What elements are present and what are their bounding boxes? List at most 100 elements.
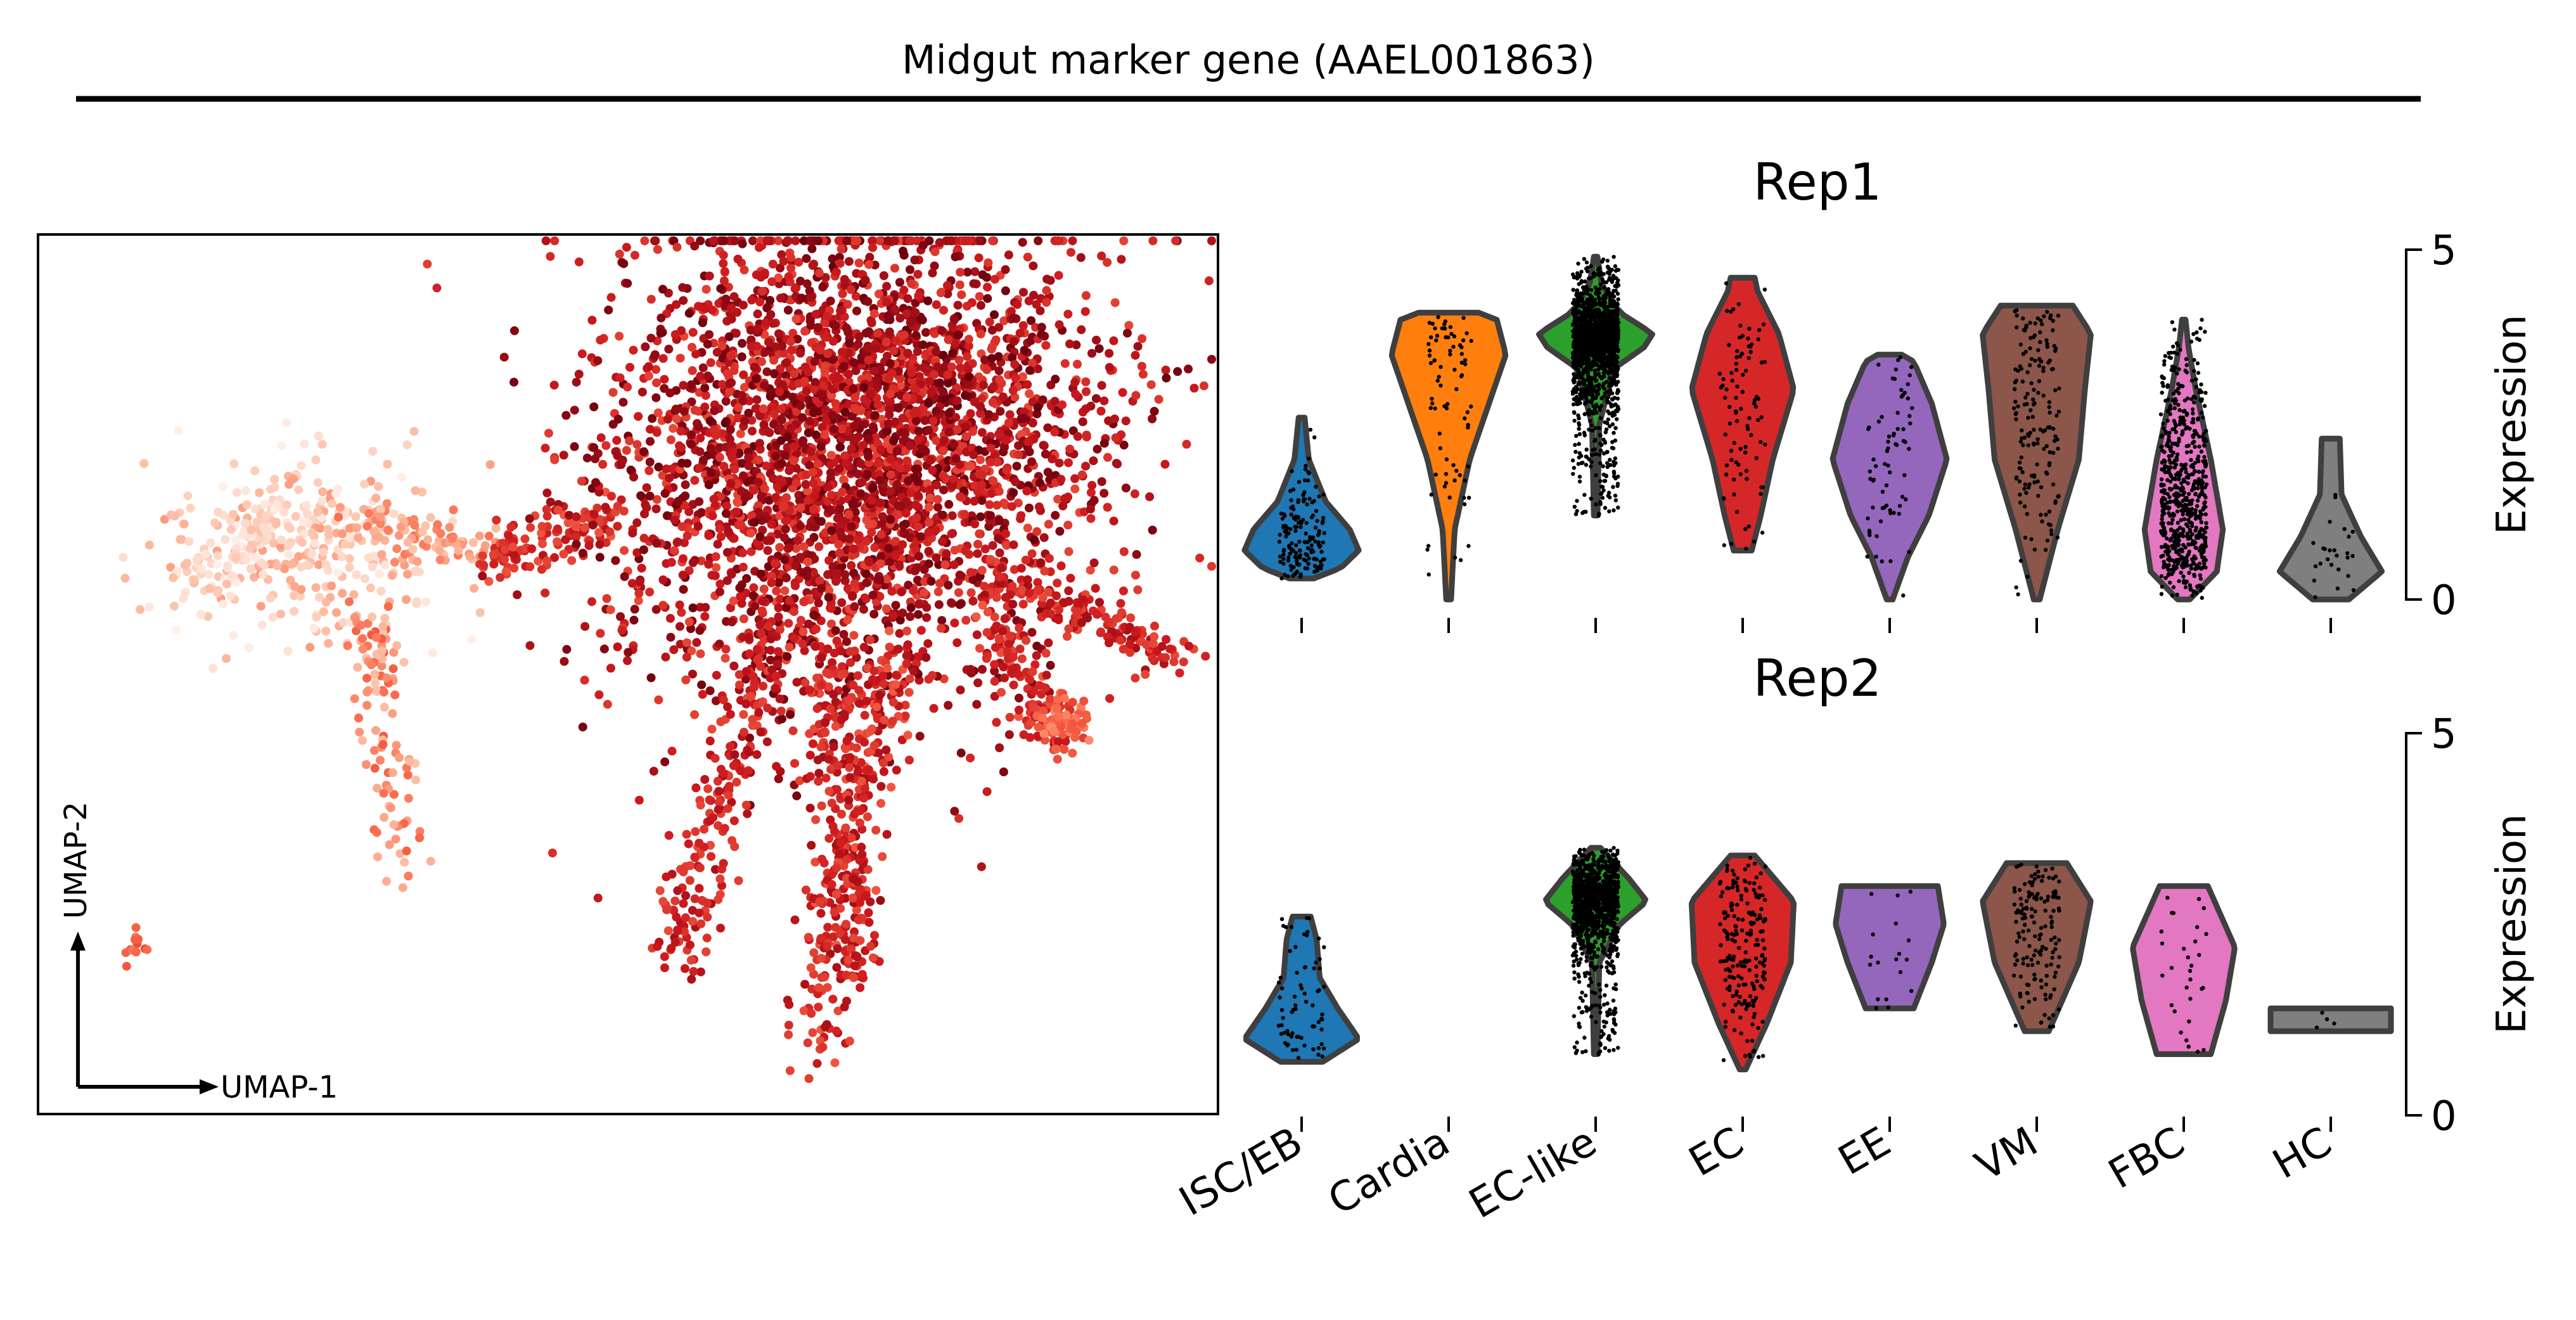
umap-cell-point — [375, 533, 384, 542]
umap-cell-point — [166, 563, 176, 572]
umap-cell-point — [630, 250, 639, 260]
umap-cell-point — [658, 471, 667, 480]
umap-cell-point — [1001, 529, 1010, 539]
umap-cell-point — [338, 618, 348, 627]
umap-cell-point — [722, 548, 732, 557]
umap-cell-point — [623, 279, 632, 288]
umap-cell-point — [931, 347, 940, 357]
umap-cell-point — [715, 452, 724, 462]
umap-cell-point — [860, 738, 869, 747]
umap-cell-point — [849, 384, 858, 394]
umap-cell-point — [856, 489, 866, 499]
umap-cell-point — [769, 369, 779, 378]
umap-cell-point — [526, 523, 535, 532]
umap-cell-point — [1051, 375, 1060, 384]
umap-cell-point — [835, 548, 844, 558]
umap-cell-point — [1067, 248, 1075, 257]
umap-cell-point — [756, 629, 766, 638]
umap-cell-point — [716, 717, 726, 726]
umap-cell-point — [696, 919, 706, 928]
umap-cell-point — [1009, 540, 1018, 549]
umap-cell-point — [725, 379, 734, 388]
umap-cell-point — [992, 501, 1002, 510]
umap-cell-point — [1054, 605, 1064, 615]
umap-cell-point — [852, 306, 861, 316]
umap-cell-point — [682, 638, 691, 648]
umap-cell-point — [850, 434, 859, 444]
umap-cell-point — [509, 550, 519, 560]
umap-cell-point — [404, 871, 413, 881]
umap-cell-point — [617, 625, 627, 635]
umap-cell-point — [218, 482, 227, 492]
umap-cell-point — [1071, 390, 1080, 399]
umap-cell-point — [926, 456, 935, 465]
umap-cell-point — [687, 343, 696, 352]
umap-cell-point — [912, 513, 921, 522]
umap-cell-point — [553, 524, 562, 534]
umap-cell-point — [139, 459, 149, 468]
umap-cell-point — [186, 503, 195, 513]
umap-cell-point — [689, 967, 698, 976]
umap-cell-point — [938, 387, 947, 396]
umap-cell-point — [358, 644, 368, 654]
umap-cell-point — [734, 876, 743, 885]
umap-cell-point — [963, 352, 972, 361]
umap-cell-point — [809, 259, 819, 269]
umap-cell-point — [747, 691, 756, 701]
umap-cell-point — [418, 487, 426, 497]
umap-cell-point — [542, 488, 552, 497]
umap-cell-point — [1146, 380, 1156, 390]
umap-cell-point — [800, 980, 810, 989]
umap-cell-point — [1053, 579, 1062, 588]
umap-cell-point — [1103, 503, 1112, 512]
umap-cell-point — [826, 451, 836, 460]
umap-cell-point — [899, 521, 908, 530]
umap-cell-point — [219, 599, 227, 609]
umap-cell-point — [214, 508, 223, 517]
umap-cell-point — [710, 406, 719, 416]
umap-cell-point — [902, 659, 911, 669]
umap-cell-point — [738, 239, 747, 248]
umap-cell-point — [964, 335, 973, 344]
umap-cell-point — [646, 673, 656, 682]
umap-cell-point — [279, 508, 289, 517]
umap-cell-point — [598, 459, 608, 469]
umap-cell-point — [784, 1030, 793, 1039]
umap-cell-point — [756, 272, 766, 282]
umap-cell-point — [625, 362, 634, 372]
umap-cell-point — [1044, 638, 1053, 648]
umap-cell-point — [412, 599, 421, 608]
umap-cell-point — [675, 622, 684, 631]
umap-cell-point — [595, 540, 605, 549]
umap-cell-point — [799, 568, 809, 577]
umap-cell-point — [997, 688, 1006, 697]
umap-cell-point — [841, 407, 850, 417]
umap-cell-point — [662, 872, 671, 881]
umap-cell-point — [1105, 362, 1114, 372]
umap-cell-point — [845, 763, 854, 772]
umap-cell-point — [748, 236, 757, 245]
umap-cell-point — [845, 534, 854, 544]
umap-cell-point — [1015, 328, 1025, 338]
umap-cell-point — [1148, 525, 1157, 535]
umap-cell-point — [711, 696, 721, 705]
umap-cell-point — [842, 736, 852, 746]
umap-cell-point — [766, 646, 775, 655]
umap-cell-point — [867, 527, 876, 537]
umap-cell-point — [730, 842, 740, 851]
umap-cell-point — [937, 616, 947, 625]
umap-cell-point — [914, 292, 923, 300]
umap-cell-point — [660, 757, 670, 767]
umap-cell-point — [966, 568, 975, 577]
umap-cell-point — [1099, 439, 1109, 448]
umap-cell-point — [232, 488, 241, 497]
umap-cell-point — [1008, 386, 1018, 395]
umap-cell-point — [229, 509, 238, 519]
umap-cell-point — [849, 681, 858, 690]
umap-cell-point — [1035, 558, 1045, 568]
umap-cell-point — [969, 279, 978, 288]
umap-cell-point — [809, 610, 819, 620]
umap-cell-point — [307, 528, 316, 537]
umap-cell-point — [741, 800, 751, 810]
umap-cell-point — [335, 503, 345, 512]
